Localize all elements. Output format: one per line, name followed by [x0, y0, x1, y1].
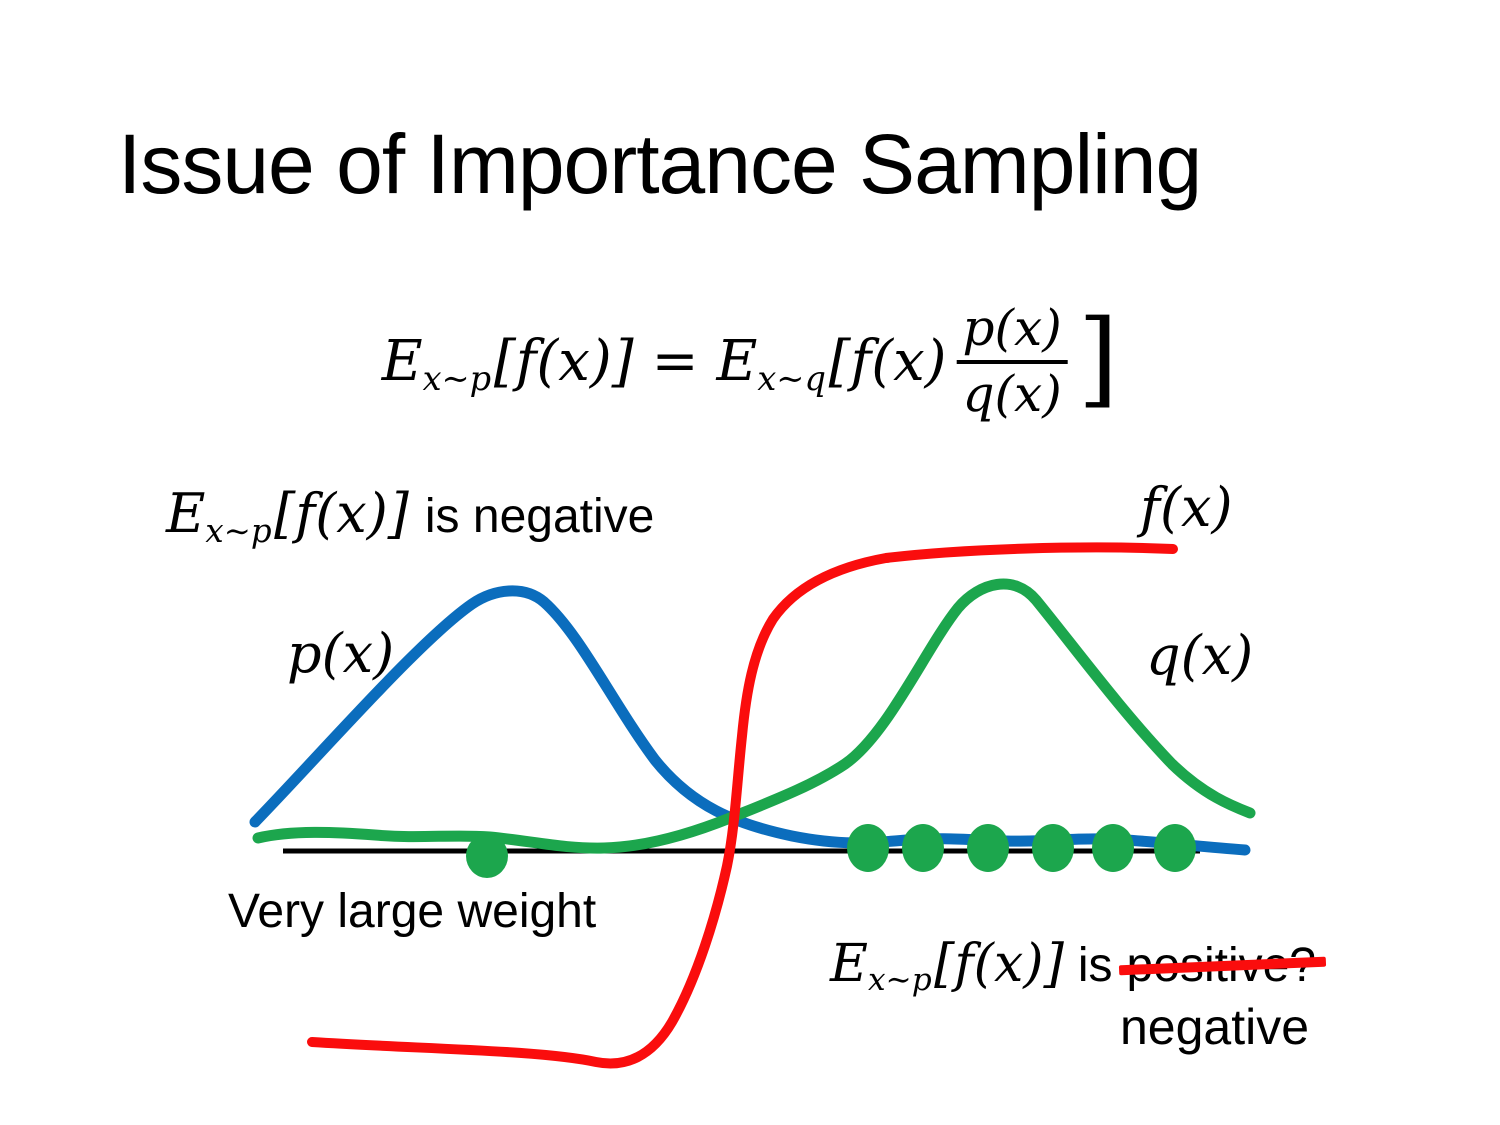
- weight-fraction: p(x) q(x): [956, 299, 1068, 423]
- equals-sign: =: [651, 329, 699, 394]
- expectation-positive-note: Ex∼p[f(x)] is positive?: [830, 934, 1326, 999]
- main-formula: Ex∼p[f(x)] = Ex∼q[f(x) p(x) q(x) ]: [381, 296, 1119, 423]
- formula-rhs-head: Ex∼q[f(x): [716, 329, 947, 399]
- expectation-negative-math: Ex∼p[f(x)]: [166, 482, 409, 550]
- sample-dot: [1092, 824, 1134, 872]
- formula-lhs: Ex∼p[f(x)]: [381, 329, 634, 399]
- slide-title: Issue of Importance Sampling: [118, 117, 1202, 211]
- expectation-negative-text: is negative: [424, 490, 655, 543]
- correction-word: negative: [1120, 999, 1310, 1055]
- expectation-negative-note: Ex∼p[f(x)] is negative: [166, 482, 655, 550]
- expectation-positive-is: is: [1077, 939, 1113, 992]
- closing-bracket: ]: [1077, 296, 1119, 419]
- very-large-weight-note: Very large weight: [228, 885, 597, 938]
- sample-dot: [902, 824, 944, 872]
- sample-dots: [466, 824, 1196, 878]
- p-curve-label: p(x): [287, 622, 395, 685]
- sample-dot: [967, 824, 1009, 872]
- q-curve: [252, 578, 1256, 854]
- sample-dot: [1032, 824, 1074, 872]
- sample-dot-left: [466, 834, 508, 878]
- expectation-positive-math: Ex∼p[f(x)]: [830, 934, 1064, 999]
- q-curve-label: q(x): [1146, 624, 1254, 687]
- sample-dot: [847, 824, 889, 872]
- f-curve: [307, 542, 1178, 1069]
- struck-word-wrap: positive?: [1118, 938, 1326, 993]
- f-curve-label: f(x): [1140, 476, 1233, 539]
- fraction-denominator: q(x): [962, 364, 1062, 423]
- sample-dot: [1154, 824, 1196, 872]
- fraction-numerator: p(x): [956, 299, 1068, 364]
